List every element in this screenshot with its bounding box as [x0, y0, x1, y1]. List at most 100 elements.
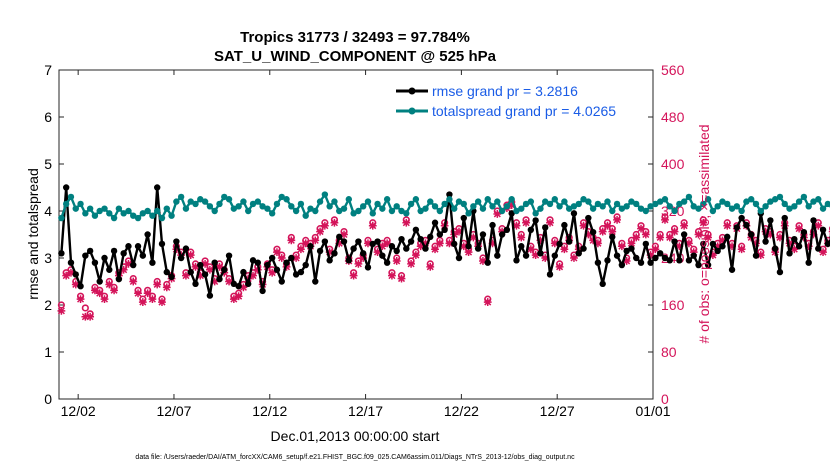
rmse-point	[168, 274, 174, 280]
totalspread-point	[164, 205, 170, 211]
totalspread-point	[815, 196, 821, 202]
rmse-point	[398, 236, 404, 242]
rmse-point	[805, 260, 811, 266]
y2-axis-label: # of obs: o=possible; ×=assimilated	[696, 124, 712, 343]
rmse-point	[523, 252, 529, 258]
rmse-point	[73, 271, 79, 277]
obs-assimilated-point	[144, 289, 152, 297]
totalspread-point	[537, 205, 543, 211]
rmse-point	[791, 236, 797, 242]
totalspread-point	[168, 213, 174, 219]
rmse-point	[235, 283, 241, 289]
totalspread-point	[394, 203, 400, 209]
rmse-point	[326, 257, 332, 263]
totalspread-point	[63, 201, 69, 207]
totalspread-point	[374, 201, 380, 207]
totalspread-point	[623, 203, 629, 209]
rmse-point	[437, 231, 443, 237]
totalspread-point	[576, 201, 582, 207]
totalspread-point	[446, 196, 452, 202]
obs-assimilated-point	[350, 272, 358, 280]
totalspread-point	[178, 194, 184, 200]
totalspread-point	[183, 205, 189, 211]
totalspread-point	[532, 210, 538, 216]
rmse-point	[485, 260, 491, 266]
obs-assimilated-point	[560, 245, 568, 253]
obs-assimilated-point	[235, 292, 243, 300]
totalspread-point	[216, 201, 222, 207]
totalspread-point	[504, 203, 510, 209]
rmse-point	[743, 222, 749, 228]
obs-assimilated-point	[393, 257, 401, 265]
totalspread-point	[475, 198, 481, 204]
rmse-point	[782, 215, 788, 221]
totalspread-point	[173, 198, 179, 204]
rmse-point	[125, 243, 131, 249]
totalspread-point	[465, 210, 471, 216]
obs-assimilated-point	[738, 245, 746, 253]
rmse-point	[475, 245, 481, 251]
rmse-point	[116, 276, 122, 282]
rmse-point	[140, 252, 146, 258]
obs-assimilated-point	[311, 236, 319, 244]
rmse-point	[647, 260, 653, 266]
totalspread-point	[408, 201, 414, 207]
totalspread-point	[422, 205, 428, 211]
rmse-point	[192, 281, 198, 287]
x-tick-label: 12/02	[61, 403, 96, 419]
totalspread-point	[413, 196, 419, 202]
rmse-point	[408, 238, 414, 244]
obs-assimilated-point	[287, 236, 295, 244]
y2-tick-label: 80	[661, 344, 677, 360]
totalspread-point	[662, 196, 668, 202]
y2-tick-label: 400	[661, 156, 685, 172]
rmse-point	[255, 260, 261, 266]
obs-assimilated-point	[86, 313, 94, 321]
totalspread-point	[796, 198, 802, 204]
totalspread-point	[192, 201, 198, 207]
totalspread-point	[77, 201, 83, 207]
rmse-point	[389, 243, 395, 249]
totalspread-point	[480, 205, 486, 211]
totalspread-point	[346, 196, 352, 202]
obs-assimilated-point	[613, 216, 621, 224]
obs-assimilated-point	[517, 234, 525, 242]
rmse-point	[68, 260, 74, 266]
rmse-point	[638, 260, 644, 266]
totalspread-point	[714, 203, 720, 209]
obs-assimilated-point	[522, 219, 530, 227]
rmse-point	[456, 255, 462, 261]
obs-assimilated-point	[656, 234, 664, 242]
totalspread-point	[235, 203, 241, 209]
obs-assimilated-point	[402, 219, 410, 227]
obs-assimilated-point	[321, 222, 329, 230]
rmse-point	[322, 238, 328, 244]
y-axis-label: rmse and totalspread	[25, 168, 41, 300]
rmse-point	[154, 184, 160, 190]
x-tick-label: 12/07	[156, 403, 191, 419]
totalspread-point	[552, 196, 558, 202]
rmse-point	[197, 262, 203, 268]
rmse-point	[350, 245, 356, 251]
totalspread-point	[427, 198, 433, 204]
rmse-point	[216, 276, 222, 282]
rmse-point	[590, 229, 596, 235]
totalspread-point	[116, 205, 122, 211]
obs-assimilated-point	[369, 222, 377, 230]
rmse-point	[183, 245, 189, 251]
obs-assimilated-point	[96, 289, 104, 297]
rmse-point	[595, 260, 601, 266]
obs-assimilated-point	[139, 298, 147, 306]
rmse-point	[422, 245, 428, 251]
totalspread-point	[322, 191, 328, 197]
totalspread-point	[389, 208, 395, 214]
rmse-point	[221, 267, 227, 273]
rmse-point	[413, 227, 419, 233]
totalspread-point	[671, 208, 677, 214]
rmse-point	[585, 215, 591, 221]
rmse-point	[796, 243, 802, 249]
totalspread-point	[590, 205, 596, 211]
totalspread-point	[451, 205, 457, 211]
rmse-point	[786, 250, 792, 256]
